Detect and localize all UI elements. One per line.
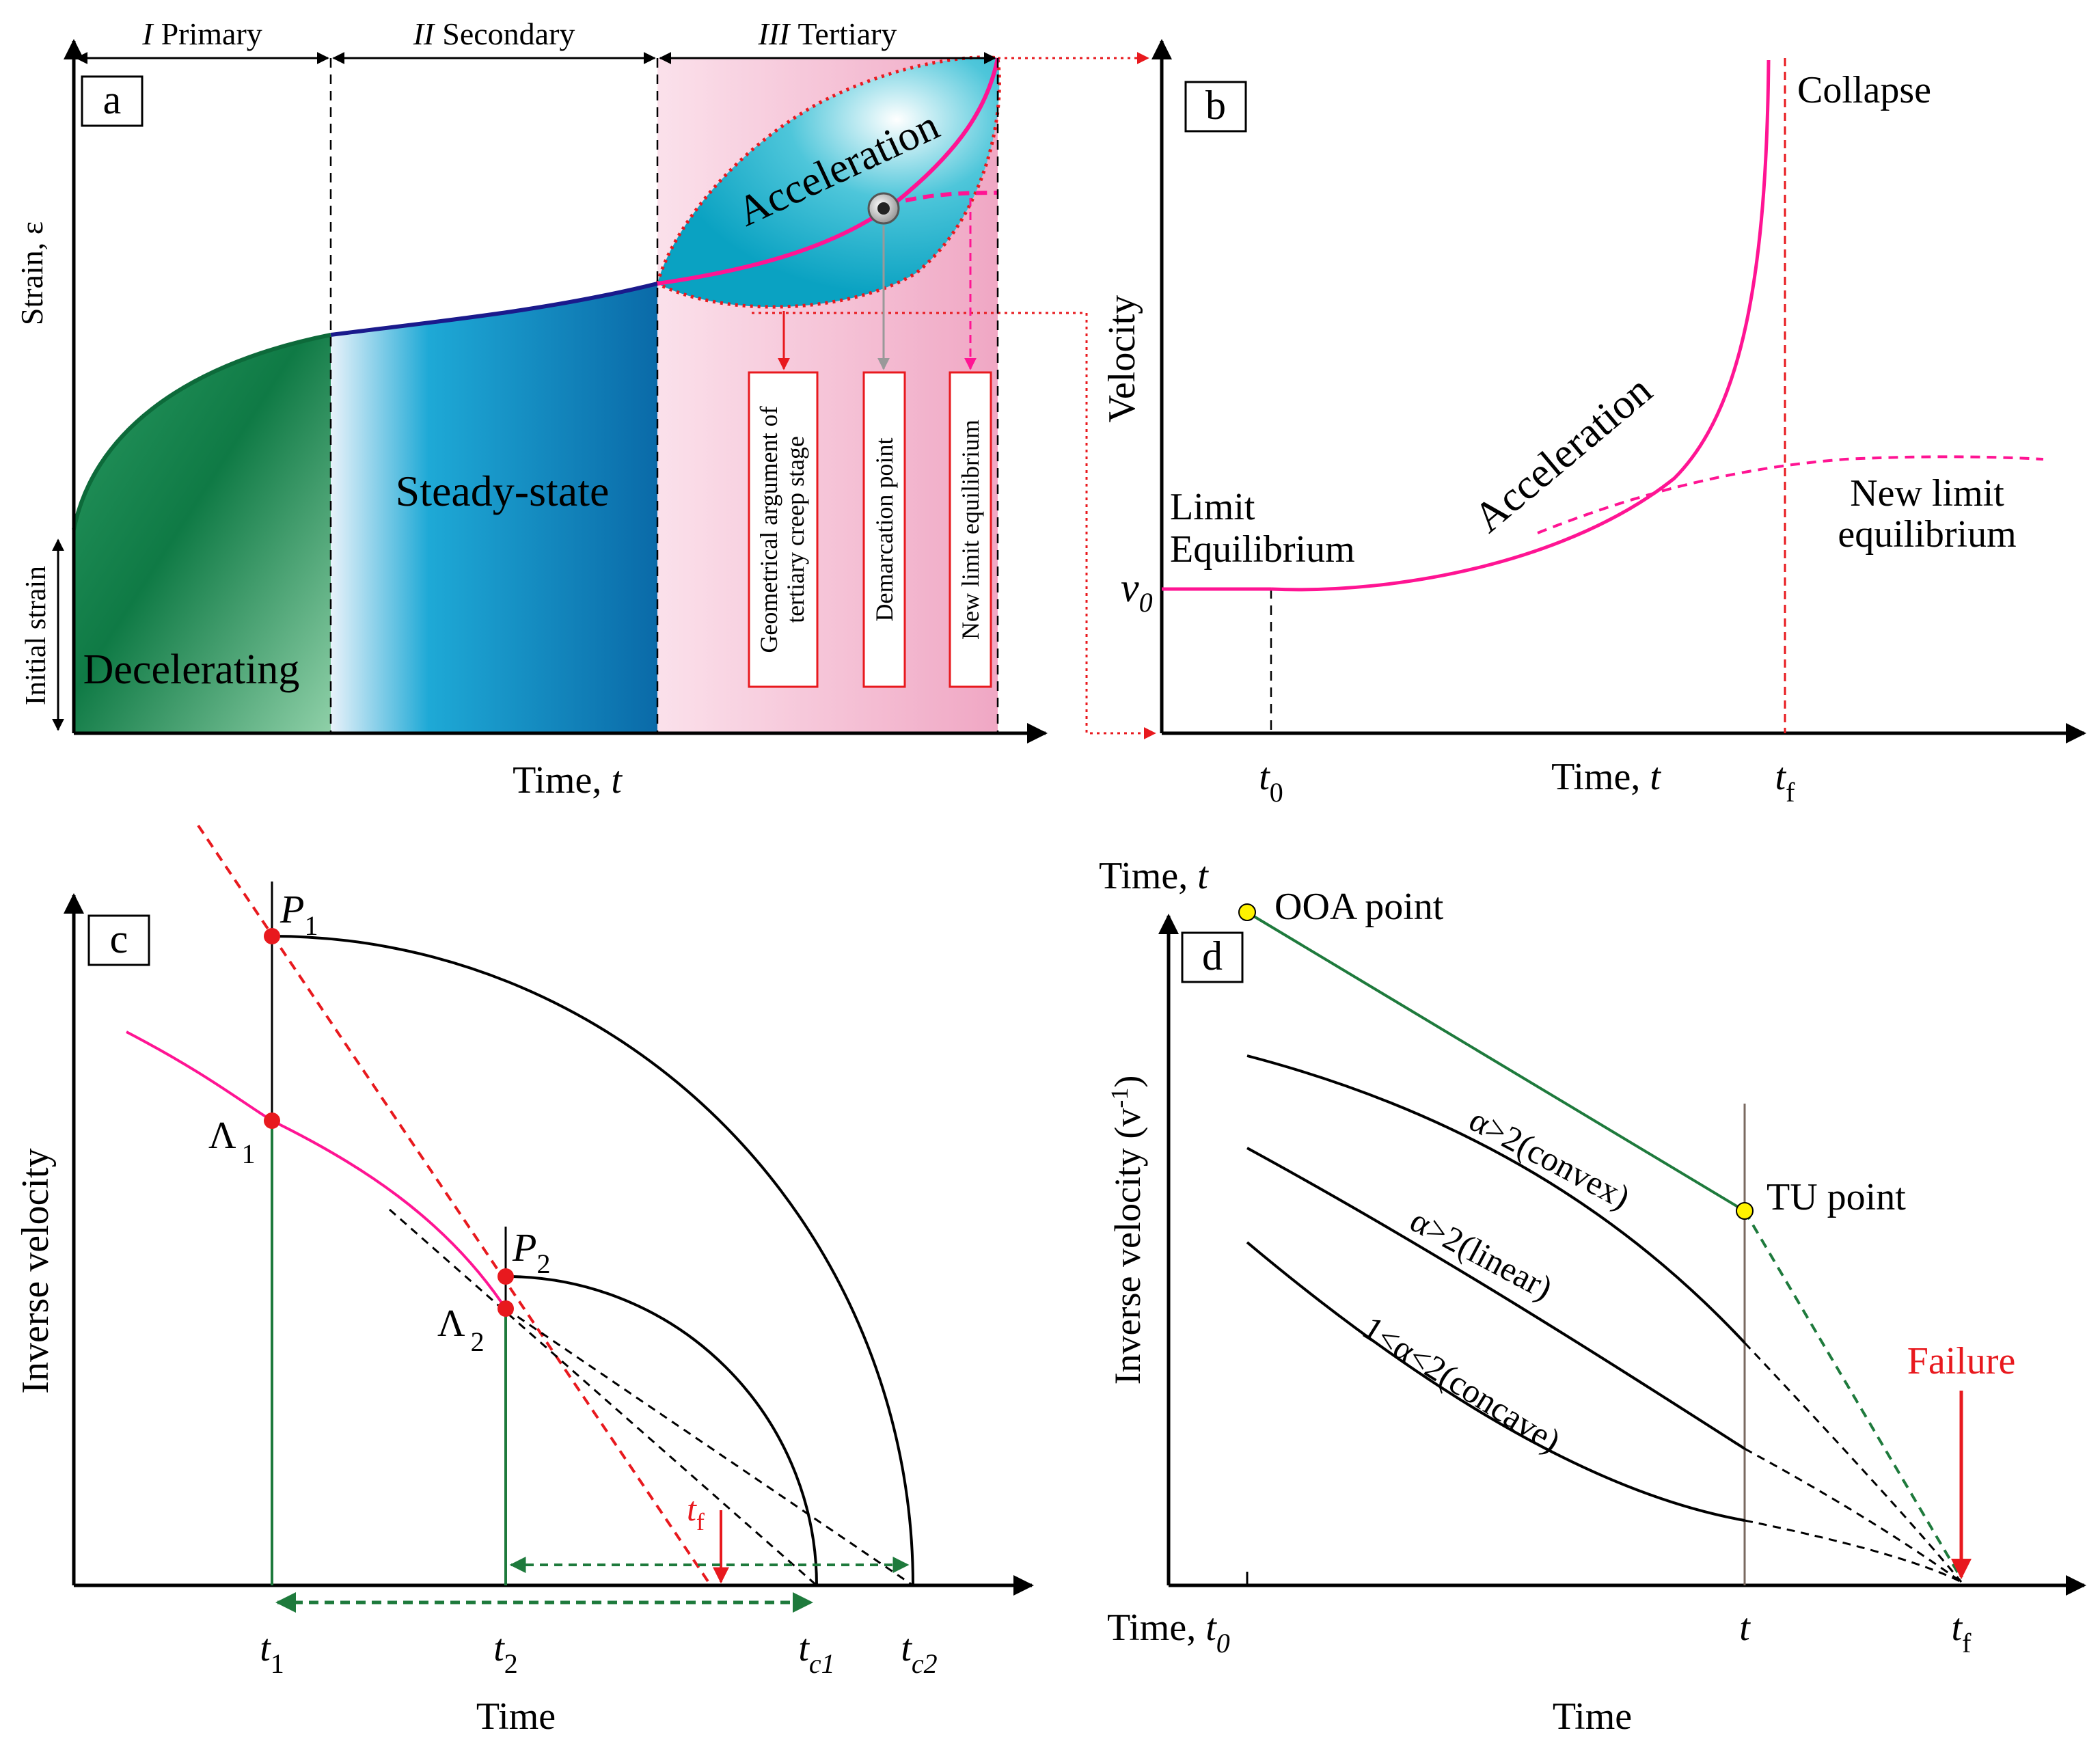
p2-label: P2	[512, 1225, 550, 1279]
panel-a-y-axis-label: Strain, ε	[14, 221, 49, 325]
panel-b: b Velocity v0 Limit Equilibrium Accelera…	[1101, 39, 2086, 808]
tu-failure-dashed	[1743, 1210, 1963, 1580]
tick-t2: t2	[493, 1627, 518, 1679]
stage-label-secondary: II Secondary	[413, 16, 575, 51]
arc-small	[505, 1275, 818, 1586]
callout-geometric-line1: Geometrical argument of	[755, 406, 782, 653]
p1-point	[264, 928, 280, 944]
callout-demarcation: Demarcation point	[871, 438, 898, 622]
decelerating-label: Decelerating	[83, 646, 300, 693]
convex-curve-dashed	[1743, 1341, 1963, 1583]
velocity-curve	[1270, 59, 1771, 592]
steady-state-curve	[330, 282, 658, 337]
steady-state-label: Steady-state	[396, 467, 610, 515]
panel-b-label-box	[1184, 81, 1247, 133]
collapse-label: Collapse	[1797, 69, 1931, 111]
p1-label: P1	[279, 887, 318, 941]
panel-d-x-axis-label: Time	[1553, 1695, 1632, 1738]
v0-label: v0	[1121, 565, 1153, 618]
callout-geometric-line2: tertiary creep stage	[782, 436, 809, 623]
callout-box-demarcation	[862, 371, 906, 688]
lambda1-point	[264, 1112, 280, 1129]
panel-c-label-box	[87, 914, 150, 966]
primary-curve	[72, 333, 331, 530]
limit-label-line2: Equilibrium	[1170, 528, 1355, 571]
tu-point	[1736, 1202, 1754, 1220]
secondary-region	[331, 284, 657, 733]
panel-d-label: d	[1202, 933, 1223, 979]
panel-d-label-box	[1181, 931, 1244, 983]
new-limit-label-line2: equilibrium	[1838, 513, 2016, 556]
black-dashed-tangent-2	[505, 1307, 914, 1587]
primary-region	[74, 335, 331, 733]
new-limit-equilibrium-curve	[1537, 455, 2044, 534]
red-dashed-tangent	[197, 824, 712, 1587]
label-concave: 1<α<2(concave)	[1356, 1308, 1567, 1460]
panel-a-x-axis-label: Time, t	[513, 759, 623, 802]
label-convex: α>2(convex)	[1463, 1100, 1636, 1216]
panel-a-label-box	[81, 75, 144, 127]
callout-box-new-equilibrium	[949, 371, 992, 688]
concave-curve	[1246, 1241, 1745, 1522]
acceleration-label-b: Acceleration	[1465, 367, 1661, 542]
concave-curve-dashed	[1744, 1519, 1962, 1583]
panel-b-t0-label: t0	[1259, 756, 1283, 808]
stage-label-tertiary: III Tertiary	[758, 16, 897, 51]
panel-c-label: c	[110, 916, 128, 961]
panel-b-label: b	[1205, 83, 1226, 128]
panel-a-label: a	[103, 77, 122, 122]
panel-b-y-axis-label: Velocity	[1101, 295, 1143, 423]
panel-d: d Time, t Inverse velocity (v-1) α>2(con…	[1099, 855, 2086, 1738]
p2-point	[497, 1268, 514, 1285]
ooa-point	[1238, 903, 1256, 921]
panel-d-x-t0-label: Time, t0	[1107, 1607, 1230, 1658]
panel-b-tf-label: tf	[1775, 756, 1796, 808]
arc-large	[271, 935, 914, 1586]
new-equilibrium-dashed-curve	[888, 191, 998, 207]
tick-tc2: tc2	[901, 1627, 937, 1679]
stage-label-primary: I Primary	[141, 16, 262, 51]
failure-label: Failure	[1907, 1340, 2016, 1382]
panel-d-x-t-label: t	[1739, 1607, 1751, 1649]
demarcation-point-core	[877, 202, 890, 215]
label-linear: α>2(linear)	[1404, 1201, 1559, 1307]
panel-b-x-axis-label: Time, t	[1551, 756, 1661, 798]
callout-new-equilibrium: New limit equilibrium	[957, 420, 984, 640]
panel-a: I Primary II Secondary III Tertiary Initial…	[14, 16, 1156, 802]
panel-d-y-axis-label: Inverse velocity (v-1)	[1106, 1076, 1148, 1385]
tick-t1: t1	[260, 1627, 284, 1679]
lambda2-point	[497, 1300, 514, 1317]
ooa-label: OOA point	[1274, 886, 1444, 928]
inverse-velocity-curve	[126, 1030, 507, 1310]
panel-d-x-tf-label: tf	[1952, 1607, 1972, 1658]
tf-label-c: tf	[687, 1490, 705, 1535]
acceleration-ellipse	[655, 55, 1001, 309]
linear-curve-dashed	[1744, 1447, 1962, 1583]
panel-c-x-axis-label: Time	[476, 1695, 556, 1738]
linear-curve	[1246, 1147, 1746, 1450]
convex-curve	[1246, 1054, 1746, 1344]
initial-strain-label: Initial strain	[21, 566, 52, 705]
tu-label: TU point	[1767, 1176, 1906, 1218]
callout-box-geometric	[748, 371, 819, 688]
new-limit-label-line1: New limit	[1850, 472, 2004, 515]
panel-c-y-axis-label: Inverse velocity	[14, 1148, 57, 1393]
ooa-tu-line	[1246, 911, 1746, 1212]
black-dashed-tangent-1	[389, 1208, 817, 1587]
panel-d-y-top-label: Time, t	[1099, 855, 1209, 897]
tick-tc1: tc1	[798, 1627, 834, 1679]
limit-label-line1: Limit	[1170, 486, 1255, 528]
